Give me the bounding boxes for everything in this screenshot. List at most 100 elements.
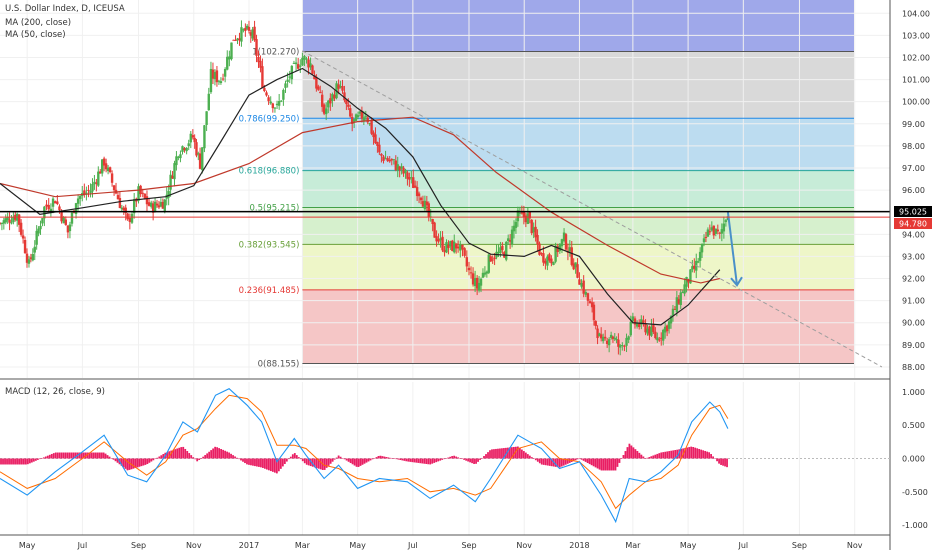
candle-body	[228, 56, 231, 60]
macd-hist-bar	[180, 447, 183, 459]
candle-body	[303, 56, 306, 60]
candle-body	[665, 325, 669, 332]
time-axis: May Jul Sep Nov 2017 Mar May Jul Sep Nov 2018 Mar Ma…	[0, 534, 890, 550]
macd-hist-bar	[34, 458, 37, 461]
candle-body	[642, 320, 645, 323]
candle-body	[141, 192, 144, 194]
candle-body	[360, 110, 364, 119]
fib-label: 1(102.270)	[252, 48, 299, 58]
fib-label: 0.786(99.250)	[239, 114, 300, 124]
candle-body	[661, 329, 665, 341]
candle-body	[43, 206, 46, 219]
macd-hist-bar	[391, 458, 394, 459]
macd-hist-bar	[465, 458, 467, 461]
macd-hist-bar	[309, 458, 312, 467]
macd-hist-bar	[479, 458, 481, 460]
macd-hist-bar	[564, 458, 567, 465]
candle-body	[349, 108, 352, 117]
macd-hist-bar	[361, 458, 364, 465]
macd-hist-bar	[184, 448, 187, 459]
candle-body	[320, 94, 324, 107]
candle-body	[354, 114, 358, 121]
macd-hist-bar	[389, 457, 392, 459]
macd-hist-bar	[441, 458, 444, 460]
macd-hist-bar	[491, 449, 493, 459]
candle-body	[25, 253, 29, 263]
candle-body	[601, 336, 605, 342]
macd-hist-bar	[419, 458, 422, 464]
candle-body	[552, 261, 555, 265]
candle-body	[54, 201, 57, 204]
macd-hist-bar	[708, 452, 711, 459]
macd-hist-bar	[331, 458, 334, 462]
candle-body	[364, 116, 367, 118]
macd-hist-bar	[198, 458, 201, 460]
macd-hist-bar	[52, 453, 55, 459]
date-tick-label: Nov	[516, 541, 532, 550]
macd-hist-bar	[556, 458, 559, 468]
candle-body	[681, 292, 684, 294]
macd-hist-bar	[188, 453, 191, 459]
candle-body	[510, 229, 514, 245]
candle-body	[635, 323, 639, 327]
candle-body	[60, 210, 63, 222]
candle-body	[675, 297, 679, 313]
candle-body	[151, 203, 155, 213]
macd-tick-label: 1.000	[902, 388, 925, 397]
date-tick-label: Jul	[737, 541, 748, 550]
candle-body	[145, 196, 149, 205]
candle-body	[501, 245, 504, 250]
candle-body	[514, 221, 518, 228]
macd-hist-bar	[58, 452, 61, 459]
candle-body	[195, 142, 198, 156]
candle-body	[4, 218, 7, 223]
macd-hist-bar	[248, 458, 250, 465]
macd-hist-bar	[98, 452, 101, 459]
candle-body	[305, 58, 308, 60]
macd-hist-bar	[538, 458, 541, 464]
macd-hist-bar	[271, 458, 274, 472]
macd-hist-bar	[7, 458, 9, 465]
candle-body	[0, 223, 4, 225]
candle-body	[679, 292, 682, 306]
macd-hist-bar	[212, 448, 215, 459]
candle-body	[716, 229, 719, 232]
macd-hist-bar	[546, 458, 549, 466]
candle-body	[656, 337, 659, 341]
candle-body	[183, 148, 186, 151]
macd-hist-bar	[44, 456, 47, 459]
macd-hist-bar	[532, 458, 535, 459]
macd-hist-bar	[417, 458, 420, 463]
candle-body	[441, 236, 444, 251]
macd-hist-bar	[66, 452, 69, 459]
macd-hist-bar	[594, 458, 597, 468]
candle-body	[463, 248, 466, 256]
candle-body	[106, 167, 110, 172]
macd-hist-bar	[716, 458, 718, 462]
candle-body	[586, 293, 590, 301]
macd-hist-bar	[108, 456, 111, 459]
grid-lines	[0, 0, 890, 535]
candle-body	[473, 278, 477, 287]
fib-band	[302, 170, 854, 208]
macd-hist-bar	[152, 458, 155, 461]
macd-hist-bar	[317, 458, 320, 469]
macd-hist-bar	[1, 458, 3, 465]
candle-body	[104, 163, 108, 170]
candle-body	[356, 115, 360, 117]
candle-body	[485, 271, 489, 274]
candle-body	[412, 177, 415, 188]
candle-body	[382, 156, 385, 161]
candle-body	[378, 144, 381, 153]
macd-hist-bar	[90, 452, 93, 459]
macd-hist-bar	[206, 453, 209, 459]
macd-hist-bar	[170, 450, 173, 459]
candle-body	[130, 213, 134, 223]
candle-body	[467, 267, 471, 271]
macd-hist-bar	[616, 458, 619, 467]
candle-body	[207, 93, 210, 111]
candle-body	[157, 205, 161, 208]
macd-hist-bar	[431, 458, 434, 464]
macd-hist-bar	[415, 458, 418, 463]
